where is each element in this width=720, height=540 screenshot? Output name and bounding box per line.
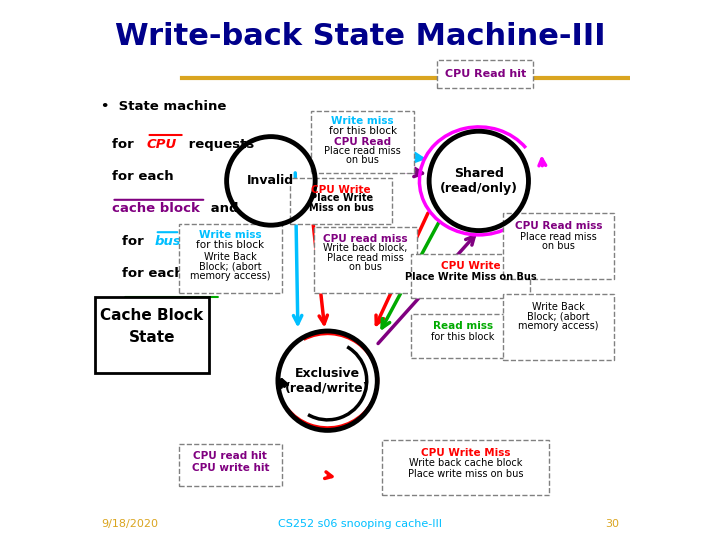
Text: Miss on bus: Miss on bus xyxy=(309,203,374,213)
Text: for each: for each xyxy=(112,170,174,183)
Text: CPU read hit: CPU read hit xyxy=(194,451,267,461)
Text: State: State xyxy=(129,330,176,345)
Text: •  State machine: • State machine xyxy=(101,100,226,113)
Text: on bus: on bus xyxy=(346,156,379,165)
Text: Write Back: Write Back xyxy=(204,252,257,261)
Text: for: for xyxy=(112,138,138,151)
FancyBboxPatch shape xyxy=(411,314,514,358)
Text: Write back block,: Write back block, xyxy=(323,244,408,253)
FancyBboxPatch shape xyxy=(314,227,417,293)
Text: and: and xyxy=(206,202,238,215)
FancyBboxPatch shape xyxy=(311,111,414,173)
Text: Block; (abort: Block; (abort xyxy=(199,261,261,271)
Text: requests: requests xyxy=(184,138,255,151)
Text: CPU read miss: CPU read miss xyxy=(323,234,408,244)
FancyBboxPatch shape xyxy=(411,254,530,298)
FancyBboxPatch shape xyxy=(95,297,209,373)
Text: Read miss: Read miss xyxy=(433,321,492,331)
Text: CPU Read hit: CPU Read hit xyxy=(445,69,526,79)
Text: CPU: CPU xyxy=(147,138,177,151)
Text: CS252 s06 snooping cache-III: CS252 s06 snooping cache-III xyxy=(278,519,442,529)
Text: Write miss: Write miss xyxy=(199,230,261,240)
FancyBboxPatch shape xyxy=(179,224,282,293)
FancyBboxPatch shape xyxy=(179,444,282,486)
Text: CPU Write: CPU Write xyxy=(441,261,500,271)
Text: for: for xyxy=(122,235,149,248)
FancyBboxPatch shape xyxy=(437,60,534,88)
Text: on bus: on bus xyxy=(542,241,575,251)
Text: Write back cache block: Write back cache block xyxy=(409,458,522,468)
Text: cache block: cache block xyxy=(122,300,210,313)
Text: CPU Read: CPU Read xyxy=(334,137,391,147)
Text: for each: for each xyxy=(122,267,184,280)
Text: memory access): memory access) xyxy=(518,321,599,331)
FancyBboxPatch shape xyxy=(503,213,613,279)
Text: bus: bus xyxy=(155,235,181,248)
Text: for this block: for this block xyxy=(328,126,397,136)
Text: Exclusive
(read/write): Exclusive (read/write) xyxy=(285,367,370,395)
Text: CPU Write Miss: CPU Write Miss xyxy=(420,448,510,457)
Text: CPU Write: CPU Write xyxy=(311,185,371,194)
FancyBboxPatch shape xyxy=(503,294,613,360)
FancyBboxPatch shape xyxy=(289,178,392,224)
Text: Place Write Miss on Bus: Place Write Miss on Bus xyxy=(405,272,536,282)
Text: requests: requests xyxy=(180,235,251,248)
Text: for this block: for this block xyxy=(197,240,264,249)
Text: 9/18/2020: 9/18/2020 xyxy=(101,519,158,529)
Text: Place read miss: Place read miss xyxy=(520,232,597,241)
Text: Write-back State Machine-III: Write-back State Machine-III xyxy=(114,22,606,51)
Text: Invalid: Invalid xyxy=(248,174,294,187)
Text: Place write miss on bus: Place write miss on bus xyxy=(408,469,523,479)
Text: Cache Block: Cache Block xyxy=(101,308,204,323)
Text: for this block: for this block xyxy=(431,332,495,342)
FancyBboxPatch shape xyxy=(382,440,549,495)
Text: Place read miss: Place read miss xyxy=(324,146,401,156)
Text: Place read miss: Place read miss xyxy=(327,253,404,263)
Text: Place Write: Place Write xyxy=(310,193,373,203)
Text: Block; (abort: Block; (abort xyxy=(527,312,590,321)
Text: memory access): memory access) xyxy=(190,271,271,281)
Text: on bus: on bus xyxy=(349,262,382,272)
Text: Shared
(read/only): Shared (read/only) xyxy=(440,167,518,195)
Text: CPU Read miss: CPU Read miss xyxy=(515,221,602,231)
Text: cache block: cache block xyxy=(112,202,199,215)
Text: 30: 30 xyxy=(606,519,619,529)
Text: CPU write hit: CPU write hit xyxy=(192,463,269,473)
Text: Write miss: Write miss xyxy=(331,117,394,126)
Text: Write Back: Write Back xyxy=(532,302,585,312)
